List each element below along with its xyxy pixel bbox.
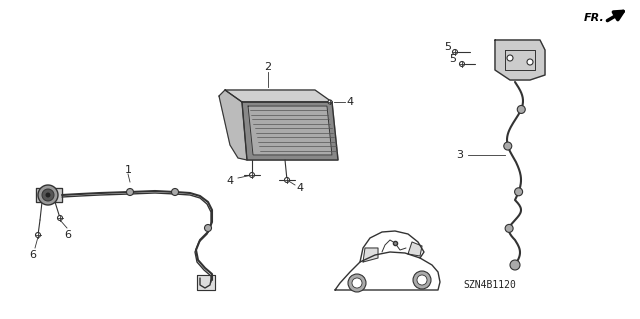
Circle shape <box>127 189 134 196</box>
Polygon shape <box>495 40 545 80</box>
Polygon shape <box>248 106 332 155</box>
Text: 4: 4 <box>227 176 234 186</box>
Circle shape <box>348 274 366 292</box>
Text: 4: 4 <box>346 97 353 107</box>
Text: FR.: FR. <box>584 13 605 23</box>
Polygon shape <box>197 275 215 290</box>
Text: 6: 6 <box>65 230 72 240</box>
Circle shape <box>205 225 211 232</box>
Polygon shape <box>335 252 440 290</box>
Text: 5: 5 <box>449 54 456 64</box>
Polygon shape <box>225 90 332 102</box>
Circle shape <box>285 177 289 182</box>
Text: 4: 4 <box>296 183 303 193</box>
Circle shape <box>352 278 362 288</box>
Circle shape <box>328 100 332 104</box>
Circle shape <box>515 188 523 196</box>
Circle shape <box>504 142 512 150</box>
Polygon shape <box>408 242 422 256</box>
Circle shape <box>172 189 179 196</box>
Circle shape <box>460 62 465 66</box>
Circle shape <box>58 216 63 220</box>
Circle shape <box>42 189 54 201</box>
Polygon shape <box>36 188 62 202</box>
Circle shape <box>452 49 458 55</box>
Text: 2: 2 <box>264 62 271 72</box>
Circle shape <box>505 224 513 233</box>
Polygon shape <box>242 102 338 160</box>
Circle shape <box>45 192 51 197</box>
Circle shape <box>250 173 255 177</box>
Circle shape <box>417 275 427 285</box>
Circle shape <box>413 271 431 289</box>
Text: 5: 5 <box>445 42 451 52</box>
Polygon shape <box>219 90 247 160</box>
Text: 6: 6 <box>29 250 36 260</box>
Text: SZN4B1120: SZN4B1120 <box>463 280 516 290</box>
Polygon shape <box>363 248 378 262</box>
Circle shape <box>527 59 533 65</box>
Text: 3: 3 <box>456 150 463 160</box>
Circle shape <box>35 233 40 238</box>
Text: 1: 1 <box>125 165 131 175</box>
Circle shape <box>507 55 513 61</box>
Circle shape <box>517 106 525 114</box>
Circle shape <box>38 185 58 205</box>
Circle shape <box>510 260 520 270</box>
